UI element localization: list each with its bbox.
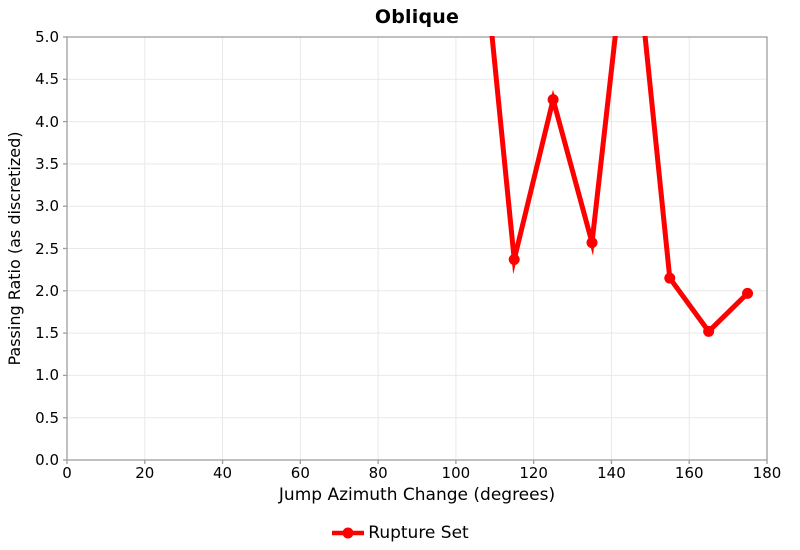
y-tick-label: 2.5 xyxy=(35,239,59,258)
y-tick-label: 0.0 xyxy=(35,451,59,469)
y-tick-label: 0.5 xyxy=(35,408,59,427)
x-tick-label: 140 xyxy=(597,464,626,482)
y-tick-label: 1.0 xyxy=(35,366,59,385)
y-tick-label: 4.5 xyxy=(35,70,59,89)
x-tick-label: 160 xyxy=(674,464,704,482)
legend-series-label: Rupture Set xyxy=(368,523,469,543)
x-tick-label: 180 xyxy=(752,464,782,482)
y-tick-label: 1.5 xyxy=(35,324,59,343)
y-tick-label: 4.0 xyxy=(35,112,59,131)
legend: Rupture Set xyxy=(0,520,800,546)
y-tick-label: 2.0 xyxy=(35,281,59,300)
x-tick-label: 20 xyxy=(135,464,155,482)
x-axis-title: Jump Azimuth Change (degrees) xyxy=(278,485,556,505)
y-axis-title: Passing Ratio (as discretized) xyxy=(5,131,24,366)
y-axis-tick-labels: 0.0 0.5 1.0 1.5 2.0 2.5 3.0 3.5 4.0 4.5 5.0 xyxy=(0,0,60,550)
x-tick-label: 120 xyxy=(519,464,548,482)
x-tick-label: 80 xyxy=(368,464,388,482)
x-tick-label: 40 xyxy=(213,464,233,482)
y-tick-label: 3.0 xyxy=(35,197,59,216)
x-tick-label: 0 xyxy=(62,464,72,482)
chart-title: Oblique xyxy=(374,6,460,28)
x-tick-label: 60 xyxy=(290,464,310,482)
x-tick-label: 100 xyxy=(441,464,471,482)
y-tick-label: 5.0 xyxy=(35,28,59,46)
y-tick-label: 3.5 xyxy=(35,154,59,173)
x-axis-tick-labels: 0 20 40 60 80 100 120 140 160 180 xyxy=(0,464,800,484)
legend-line-marker-icon xyxy=(332,527,365,539)
